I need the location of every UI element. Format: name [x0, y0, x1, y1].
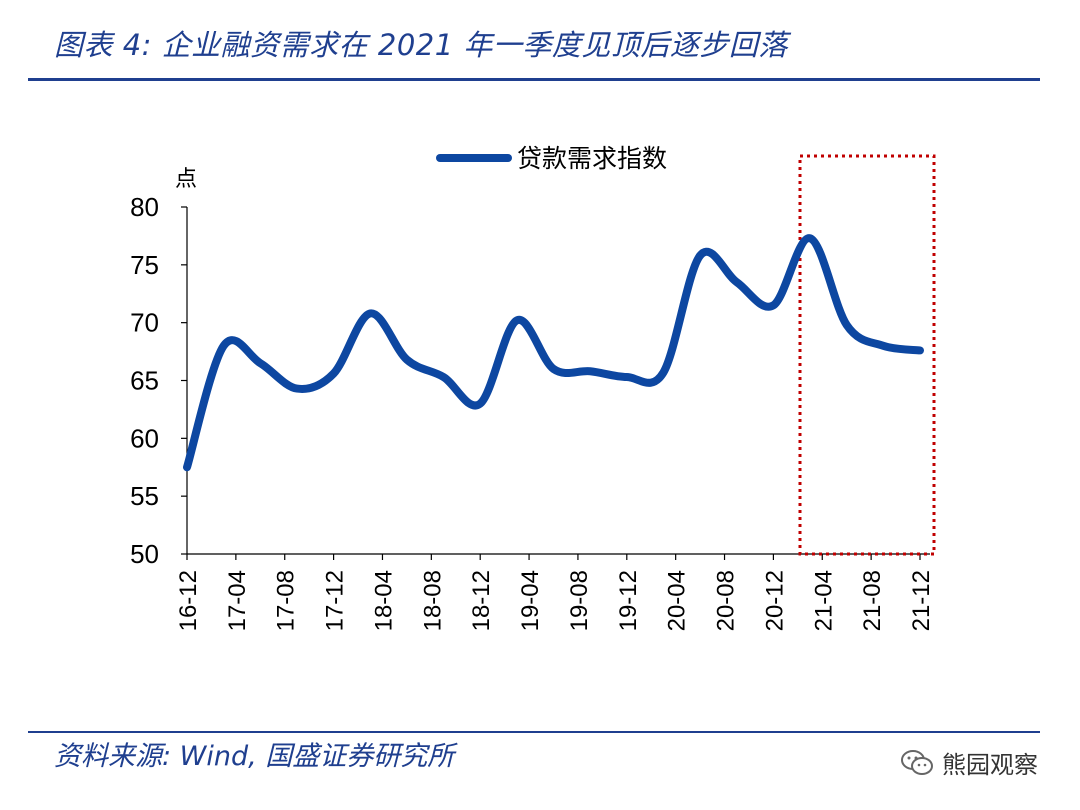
top-divider: [28, 78, 1040, 81]
x-tick-label: 18-08: [419, 570, 446, 631]
loan-demand-chart: 50 55 60 65 70 75 80 点 16-12 17-04 17-08 17-12 18-0…: [130, 144, 936, 631]
watermark: 熊园观察: [900, 745, 1038, 780]
chart-title: 图表 4: 企业融资需求在 2021 年一季度见顶后逐步回落: [54, 28, 788, 62]
y-axis-label: 点: [175, 167, 197, 192]
source-note: 资料来源: Wind, 国盛证券研究所: [54, 741, 455, 772]
x-tick-label: 16-12: [175, 570, 202, 631]
x-tick-label: 19-12: [615, 570, 642, 631]
legend: 贷款需求指数: [436, 144, 667, 173]
legend-label: 贷款需求指数: [517, 144, 667, 173]
x-tick-label: 20-12: [761, 570, 788, 631]
y-tick-label: 65: [130, 366, 159, 396]
y-tick-label: 75: [130, 250, 159, 280]
x-tick-label: 19-08: [566, 570, 593, 631]
x-tick-label: 21-12: [908, 570, 935, 631]
x-tick-label: 21-04: [810, 570, 837, 631]
y-tick-label: 60: [130, 423, 159, 453]
x-tick-label: 21-08: [859, 570, 886, 631]
x-tick-label: 20-08: [713, 570, 740, 631]
y-axis: 50 55 60 65 70 75 80 点: [130, 167, 197, 569]
y-tick-label: 80: [130, 192, 159, 222]
x-tick-label: 17-12: [322, 570, 349, 631]
watermark-text: 熊园观察: [942, 751, 1038, 779]
x-tick-label: 18-04: [370, 570, 397, 631]
x-tick-label: 17-04: [224, 570, 251, 631]
y-tick-label: 55: [130, 481, 159, 511]
x-tick-label: 19-04: [517, 570, 544, 631]
x-tick-label: 20-04: [664, 570, 691, 631]
series-line-loan-demand: [183, 234, 924, 472]
y-tick-label: 70: [130, 308, 159, 338]
y-tick-label: 50: [130, 539, 159, 569]
x-axis: 16-12 17-04 17-08 17-12 18-04 18-08 18-12 19-04…: [175, 553, 935, 631]
x-tick-label: 18-12: [468, 570, 495, 631]
x-tick-label: 17-08: [273, 570, 300, 631]
highlight-box: [798, 154, 936, 556]
wechat-icon: [901, 749, 933, 775]
series-layer: [183, 234, 924, 472]
bottom-divider: [28, 731, 1040, 733]
highlight-rect: [798, 154, 936, 556]
